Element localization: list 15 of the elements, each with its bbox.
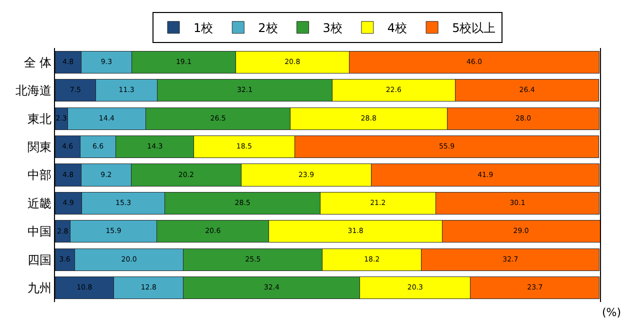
y-tick-label: 四国 <box>28 252 52 267</box>
y-tick-label: 中部 <box>28 168 52 182</box>
y-tick-label: 九州 <box>28 281 52 296</box>
y-tick-label: 全 体 <box>24 55 52 70</box>
text: (%) <box>602 306 622 319</box>
y-tick-label: 中国 <box>28 224 52 239</box>
y-tick-label: 北海道 <box>16 84 52 98</box>
legend-label: 2校 <box>258 21 278 36</box>
y-tick-label: 東北 <box>28 112 52 126</box>
y-tick-label: 近畿 <box>28 196 52 210</box>
legend-label: 1校 <box>194 21 214 36</box>
legend-label: 3校 <box>322 21 342 36</box>
y-tick-label: 関東 <box>28 140 52 154</box>
legend-label: 5校以上 <box>452 21 496 36</box>
legend-label: 4校 <box>387 21 408 36</box>
